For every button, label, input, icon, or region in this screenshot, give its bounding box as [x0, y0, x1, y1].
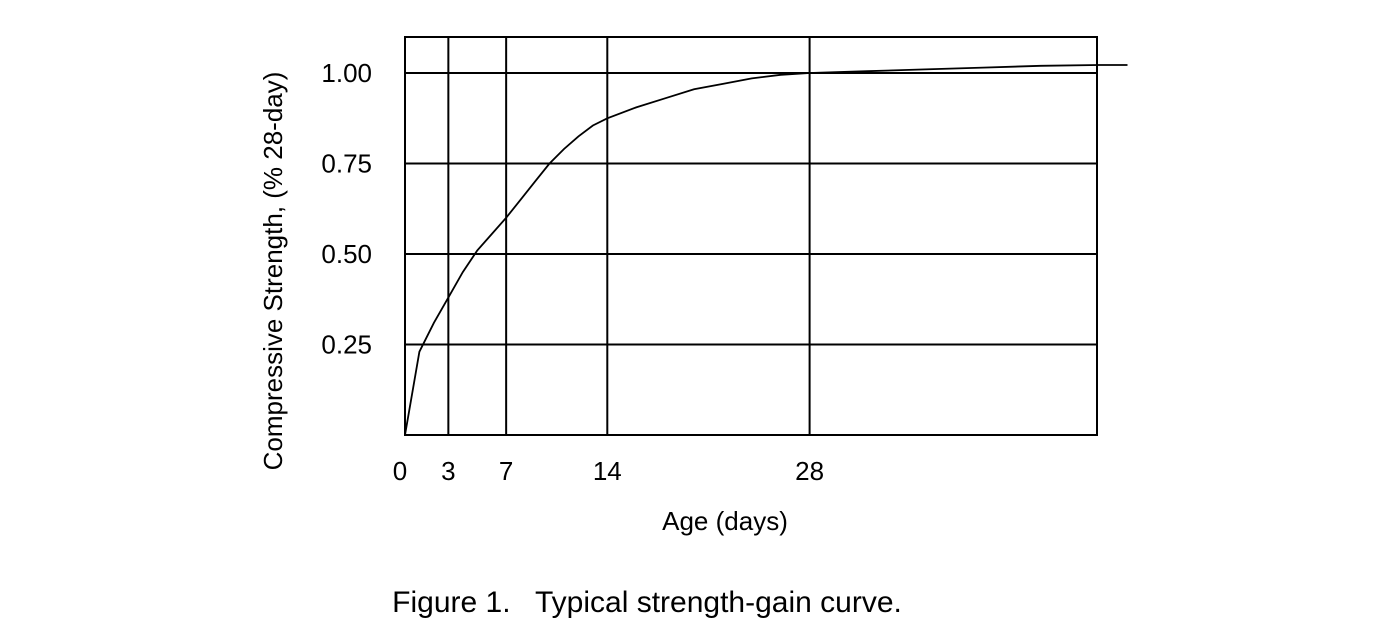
y-axis-title: Compressive Strength, (% 28-day): [258, 72, 288, 471]
grid-lines: [405, 37, 1097, 435]
y-tick-label: 1.00: [321, 58, 372, 88]
x-tick-labels: 0 3 7 14 28: [393, 456, 824, 486]
y-tick-label: 0.50: [321, 239, 372, 269]
y-tick-label: 0.25: [321, 330, 372, 360]
x-tick-label: 14: [593, 456, 622, 486]
x-tick-label: 28: [795, 456, 824, 486]
y-tick-label: 0.75: [321, 149, 372, 179]
x-tick-label: 0: [393, 456, 407, 486]
x-tick-label: 3: [441, 456, 455, 486]
series-line: [404, 64, 1128, 436]
plot-frame: [404, 36, 1098, 436]
figure-caption: Figure 1. Typical strength-gain curve.: [392, 586, 902, 619]
x-axis-title: Age (days): [662, 506, 788, 536]
y-tick-labels: 0.25 0.50 0.75 1.00: [321, 58, 372, 360]
x-tick-label: 7: [499, 456, 513, 486]
